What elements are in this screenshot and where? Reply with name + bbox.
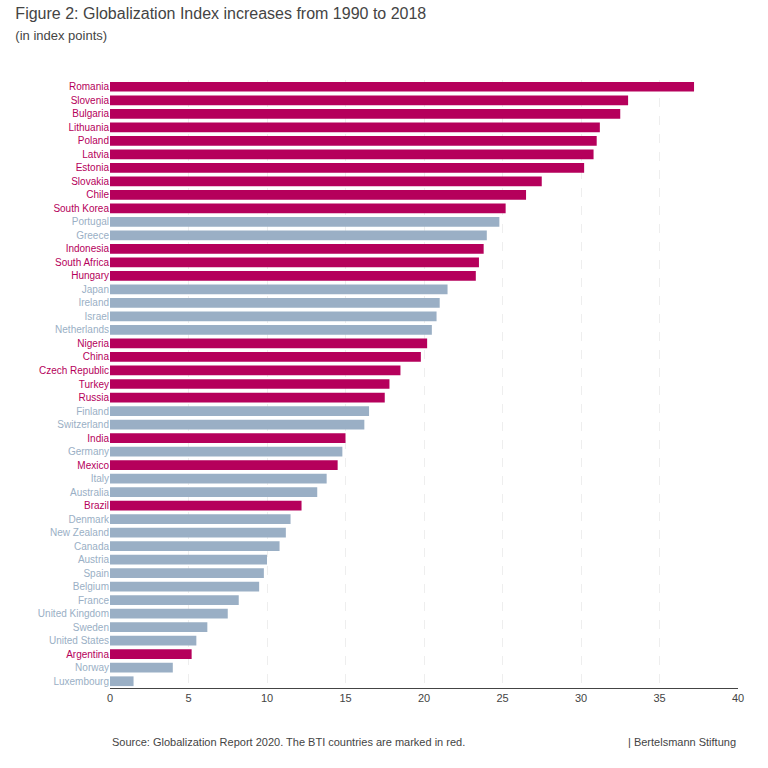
svg-text:Greece: Greece [76,230,109,241]
svg-text:Indonesia: Indonesia [66,243,110,254]
svg-text:Japan: Japan [82,284,109,295]
svg-text:Italy: Italy [91,473,109,484]
svg-text:Sweden: Sweden [73,622,109,633]
svg-text:Source: Globalization Report 2: Source: Globalization Report 2020. The B… [112,736,465,748]
svg-text:Turkey: Turkey [79,379,109,390]
svg-text:Argentina: Argentina [66,649,109,660]
svg-text:Spain: Spain [83,568,109,579]
svg-text:Norway: Norway [75,662,109,673]
svg-text:Brazil: Brazil [84,500,109,511]
svg-text:| Bertelsmann Stiftung: | Bertelsmann Stiftung [628,736,736,748]
svg-text:Portugal: Portugal [72,216,109,227]
svg-text:Bulgaria: Bulgaria [72,108,109,119]
svg-text:Finland: Finland [76,406,109,417]
svg-text:Canada: Canada [74,541,109,552]
svg-text:Nigeria: Nigeria [77,338,109,349]
svg-text:Romania: Romania [69,81,109,92]
svg-text:United States: United States [49,635,109,646]
svg-text:Ireland: Ireland [78,297,109,308]
svg-text:0: 0 [107,692,113,704]
svg-text:Figure 2: Globalization Index: Figure 2: Globalization Index increases … [15,5,426,43]
svg-text:Austria: Austria [78,554,110,565]
svg-text:Australia: Australia [70,487,109,498]
svg-text:Israel: Israel [85,311,109,322]
svg-text:South Africa: South Africa [55,257,109,268]
svg-text:France: France [78,595,110,606]
svg-text:Denmark: Denmark [68,514,110,525]
svg-text:20: 20 [418,692,430,704]
svg-text:Estonia: Estonia [76,162,110,173]
svg-text:India: India [87,433,109,444]
svg-text:Luxembourg: Luxembourg [53,676,109,687]
svg-text:Mexico: Mexico [77,460,109,471]
svg-text:Latvia: Latvia [82,149,109,160]
svg-text:United Kingdom: United Kingdom [38,608,109,619]
svg-text:Czech Republic: Czech Republic [39,365,109,376]
svg-text:Lithuania: Lithuania [68,122,109,133]
svg-text:South Korea: South Korea [53,203,109,214]
svg-text:Slovenia: Slovenia [71,95,110,106]
svg-text:Netherlands: Netherlands [55,324,109,335]
svg-text:Poland: Poland [78,135,109,146]
svg-text:Switzerland: Switzerland [57,419,109,430]
svg-text:New Zealand: New Zealand [50,527,109,538]
svg-text:Hungary: Hungary [71,270,109,281]
svg-text:40: 40 [732,692,744,704]
svg-text:Chile: Chile [86,189,109,200]
svg-text:10: 10 [261,692,273,704]
svg-text:Belgium: Belgium [73,581,109,592]
svg-text:30: 30 [575,692,587,704]
svg-text:China: China [83,351,110,362]
svg-text:Slovakia: Slovakia [71,176,109,187]
svg-text:5: 5 [185,692,191,704]
svg-text:15: 15 [339,692,351,704]
svg-text:Russia: Russia [78,392,109,403]
svg-text:35: 35 [653,692,665,704]
svg-text:Germany: Germany [68,446,109,457]
svg-text:25: 25 [496,692,508,704]
